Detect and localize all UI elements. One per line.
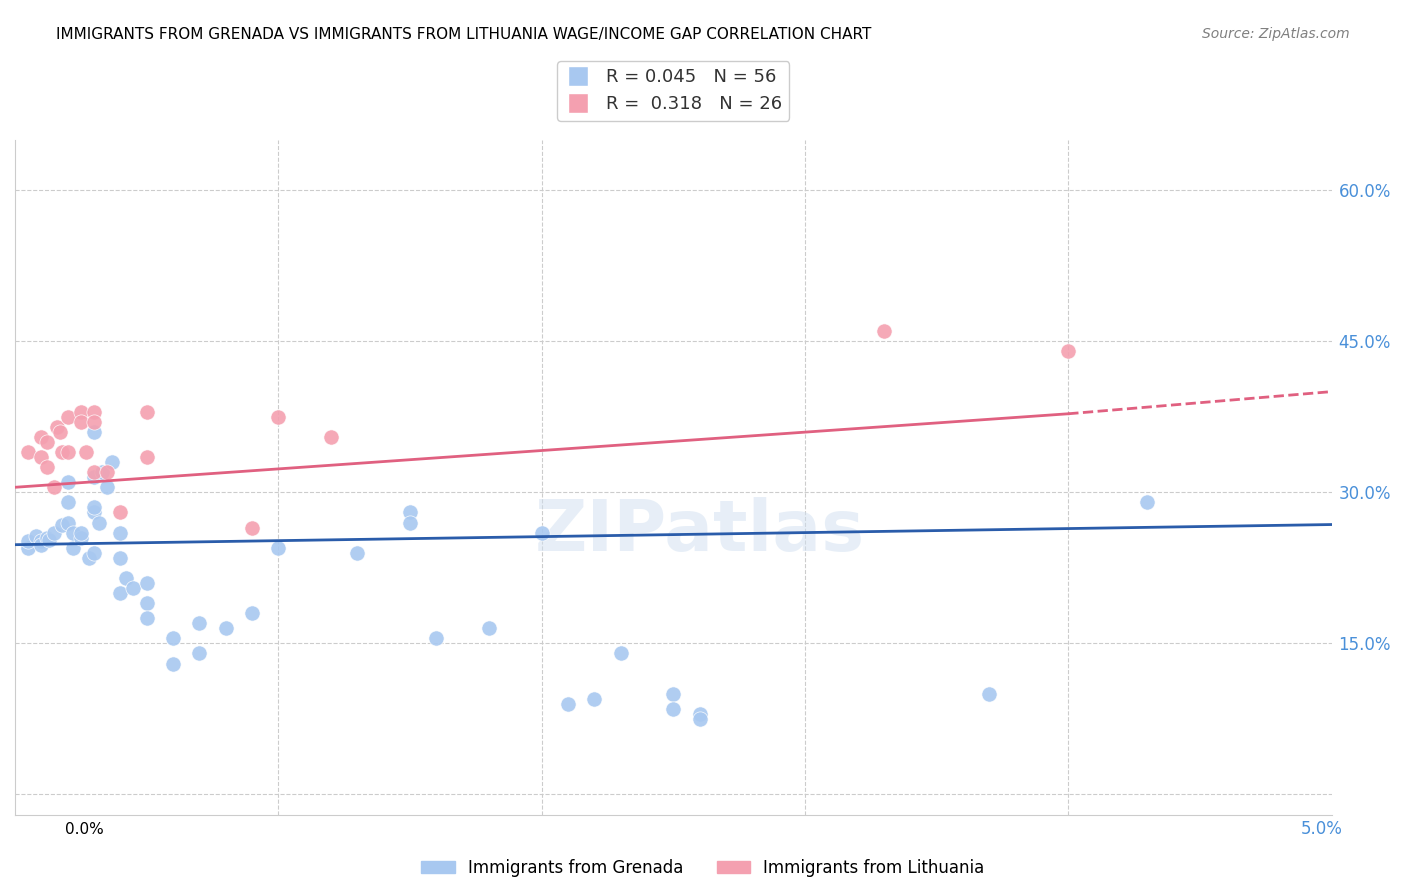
Point [30,430,52,444]
Legend: Immigrants from Grenada, Immigrants from Lithuania: Immigrants from Grenada, Immigrants from… [415,853,991,884]
Point [44,525,66,540]
Point [1136,495,1159,509]
Point [51,445,73,459]
Point [17,445,39,459]
Point [69,531,91,545]
Point [240,520,263,534]
Point [135,576,157,591]
Point [162,632,184,646]
Point [30,538,52,552]
Point [557,697,579,711]
Point [83,546,105,560]
Point [188,647,211,661]
Point [56,409,79,424]
Point [56,516,79,530]
Point [83,500,105,515]
Text: Source: ZipAtlas.com: Source: ZipAtlas.com [1202,27,1350,41]
Point [17,533,39,548]
Text: IMMIGRANTS FROM GRENADA VS IMMIGRANTS FROM LITHUANIA WAGE/INCOME GAP CORRELATION: IMMIGRANTS FROM GRENADA VS IMMIGRANTS FR… [56,27,872,42]
Point [77,550,100,565]
Point [399,516,422,530]
Legend: R = 0.045   N = 56, R =  0.318   N = 26: R = 0.045 N = 56, R = 0.318 N = 26 [557,62,789,120]
Point [69,405,91,419]
Text: 5.0%: 5.0% [1301,820,1343,838]
Point [110,586,132,600]
Point [49,425,72,439]
Point [662,687,685,701]
Point [51,517,73,532]
Point [135,405,157,419]
Point [873,324,896,338]
Point [609,647,631,661]
Point [46,420,69,434]
Point [979,687,1001,701]
Point [69,415,91,429]
Point [90,465,112,479]
Point [83,506,105,520]
Point [530,525,553,540]
Point [75,445,97,459]
Point [122,581,145,595]
Point [56,495,79,509]
Point [267,541,290,555]
Point [35,531,58,545]
Point [267,409,290,424]
Point [662,702,685,716]
Point [101,455,124,469]
Point [110,550,132,565]
Point [689,706,711,721]
Point [162,657,184,671]
Point [689,712,711,726]
Point [214,621,236,635]
Point [17,541,39,555]
Point [346,546,368,560]
Point [96,480,118,494]
Point [38,533,60,547]
Point [89,516,111,530]
Point [135,450,157,464]
Point [83,405,105,419]
Point [425,632,447,646]
Point [1057,344,1080,359]
Point [135,596,157,610]
Point [114,571,136,585]
Point [30,450,52,464]
Point [62,525,84,540]
Point [96,465,118,479]
Point [478,621,501,635]
Point [35,460,58,475]
Point [110,506,132,520]
Point [110,525,132,540]
Point [83,470,105,484]
Point [30,533,52,548]
Point [62,541,84,555]
Point [83,415,105,429]
Point [35,434,58,449]
Text: 0.0%: 0.0% [65,822,104,837]
Point [83,425,105,439]
Point [44,480,66,494]
Point [56,475,79,490]
Text: ZIPatlas: ZIPatlas [534,497,865,566]
Point [135,611,157,625]
Point [583,691,606,706]
Point [319,430,342,444]
Point [56,445,79,459]
Point [69,525,91,540]
Point [83,465,105,479]
Point [25,528,48,542]
Point [188,616,211,631]
Point [399,506,422,520]
Point [240,606,263,620]
